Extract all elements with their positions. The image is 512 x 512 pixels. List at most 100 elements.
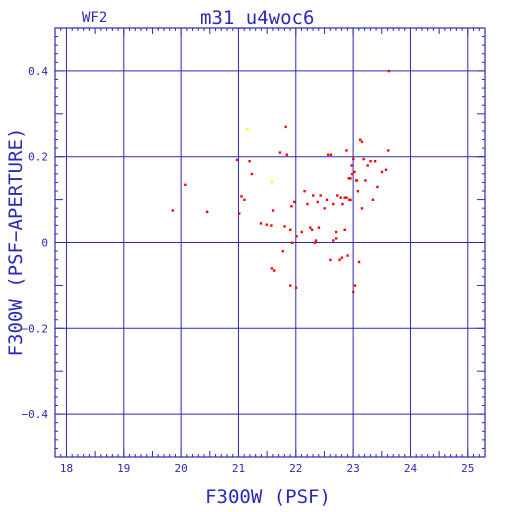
y-tick-labels: −0.4 −0.2 0 0.2 0.4 xyxy=(22,65,49,421)
x-tick-label: 24 xyxy=(404,462,418,475)
data-point xyxy=(350,164,353,167)
data-point xyxy=(317,226,321,229)
data-point xyxy=(319,194,322,197)
data-point xyxy=(240,195,243,198)
data-point xyxy=(340,256,344,259)
data-point xyxy=(380,170,384,174)
x-tick-labels: 18 19 20 21 22 23 24 25 xyxy=(60,462,475,475)
data-point xyxy=(290,241,294,244)
data-point xyxy=(295,235,298,238)
data-point xyxy=(345,196,348,199)
data-point xyxy=(171,209,174,212)
data-point xyxy=(271,209,275,212)
data-point xyxy=(259,222,263,225)
data-point xyxy=(285,153,289,156)
data-point xyxy=(278,151,282,154)
data-point xyxy=(352,290,355,294)
data-point xyxy=(359,138,362,141)
data-point xyxy=(313,241,317,244)
x-tick-label: 22 xyxy=(289,462,302,475)
data-point xyxy=(289,284,292,287)
data-point xyxy=(270,267,274,270)
y-tick-label: 0.2 xyxy=(28,151,48,164)
data-point xyxy=(270,224,273,227)
data-point xyxy=(303,190,306,193)
data-point xyxy=(343,196,346,199)
data-point xyxy=(366,164,369,167)
y-axis-label: F300W (PSF−APERTURE) xyxy=(5,128,27,357)
data-point xyxy=(250,172,254,176)
data-point xyxy=(184,183,187,186)
data-point xyxy=(352,157,355,161)
data-point xyxy=(314,239,318,242)
data-point xyxy=(243,198,246,201)
y-tick-label: 0 xyxy=(41,237,48,250)
data-point xyxy=(332,239,335,242)
data-point xyxy=(293,200,296,204)
data-point xyxy=(384,168,388,171)
data-point xyxy=(300,230,303,234)
chip-label: WF2 xyxy=(82,10,107,26)
data-point xyxy=(265,223,268,226)
y-tick-label: −0.2 xyxy=(22,322,49,335)
data-points xyxy=(171,69,391,294)
data-point xyxy=(294,286,298,289)
x-tick-label: 19 xyxy=(117,462,130,475)
axis-ticks xyxy=(54,27,486,458)
data-point xyxy=(346,254,349,257)
data-point xyxy=(273,269,276,272)
grid-lines xyxy=(55,28,485,457)
data-point xyxy=(357,260,361,264)
y-tick-label: −0.4 xyxy=(22,408,49,421)
y-tick-label: 0.4 xyxy=(28,65,48,78)
data-point xyxy=(350,172,354,176)
data-point xyxy=(235,158,239,162)
data-point xyxy=(353,170,356,174)
data-point xyxy=(348,198,351,201)
x-tick-label: 21 xyxy=(232,462,245,475)
x-tick-label: 23 xyxy=(347,462,360,475)
data-point xyxy=(332,202,335,206)
data-point xyxy=(248,159,251,163)
data-point xyxy=(246,127,249,131)
x-tick-label: 25 xyxy=(461,462,474,475)
data-point xyxy=(387,149,390,152)
data-point xyxy=(369,159,372,163)
data-point xyxy=(336,194,339,197)
data-point xyxy=(345,149,348,152)
data-point xyxy=(316,200,319,204)
data-point xyxy=(341,202,344,206)
data-point xyxy=(353,284,357,287)
data-point xyxy=(329,153,333,156)
data-point xyxy=(360,207,364,210)
data-point xyxy=(329,258,332,262)
x-axis-label: F300W (PSF) xyxy=(205,486,331,508)
data-point xyxy=(334,230,338,234)
data-point xyxy=(310,228,314,232)
data-point xyxy=(376,185,379,189)
chart-title: m31_u4woc6 xyxy=(200,7,314,29)
data-point xyxy=(373,159,377,163)
data-point xyxy=(309,226,312,229)
data-point xyxy=(355,179,358,182)
data-point xyxy=(334,237,338,240)
data-point xyxy=(289,228,292,232)
data-point xyxy=(323,207,326,210)
data-point xyxy=(325,198,329,201)
data-point xyxy=(312,194,315,197)
data-point xyxy=(339,196,342,199)
data-point xyxy=(387,69,391,73)
x-tick-label: 20 xyxy=(175,462,188,475)
data-point xyxy=(356,190,360,193)
data-point xyxy=(360,140,364,144)
data-point xyxy=(349,177,352,180)
data-point xyxy=(347,177,350,180)
data-point xyxy=(283,225,286,228)
x-tick-label: 18 xyxy=(60,462,73,475)
data-point xyxy=(343,228,346,232)
data-point xyxy=(371,198,375,201)
data-point xyxy=(270,180,274,183)
data-point xyxy=(205,210,209,214)
data-point xyxy=(290,205,293,208)
